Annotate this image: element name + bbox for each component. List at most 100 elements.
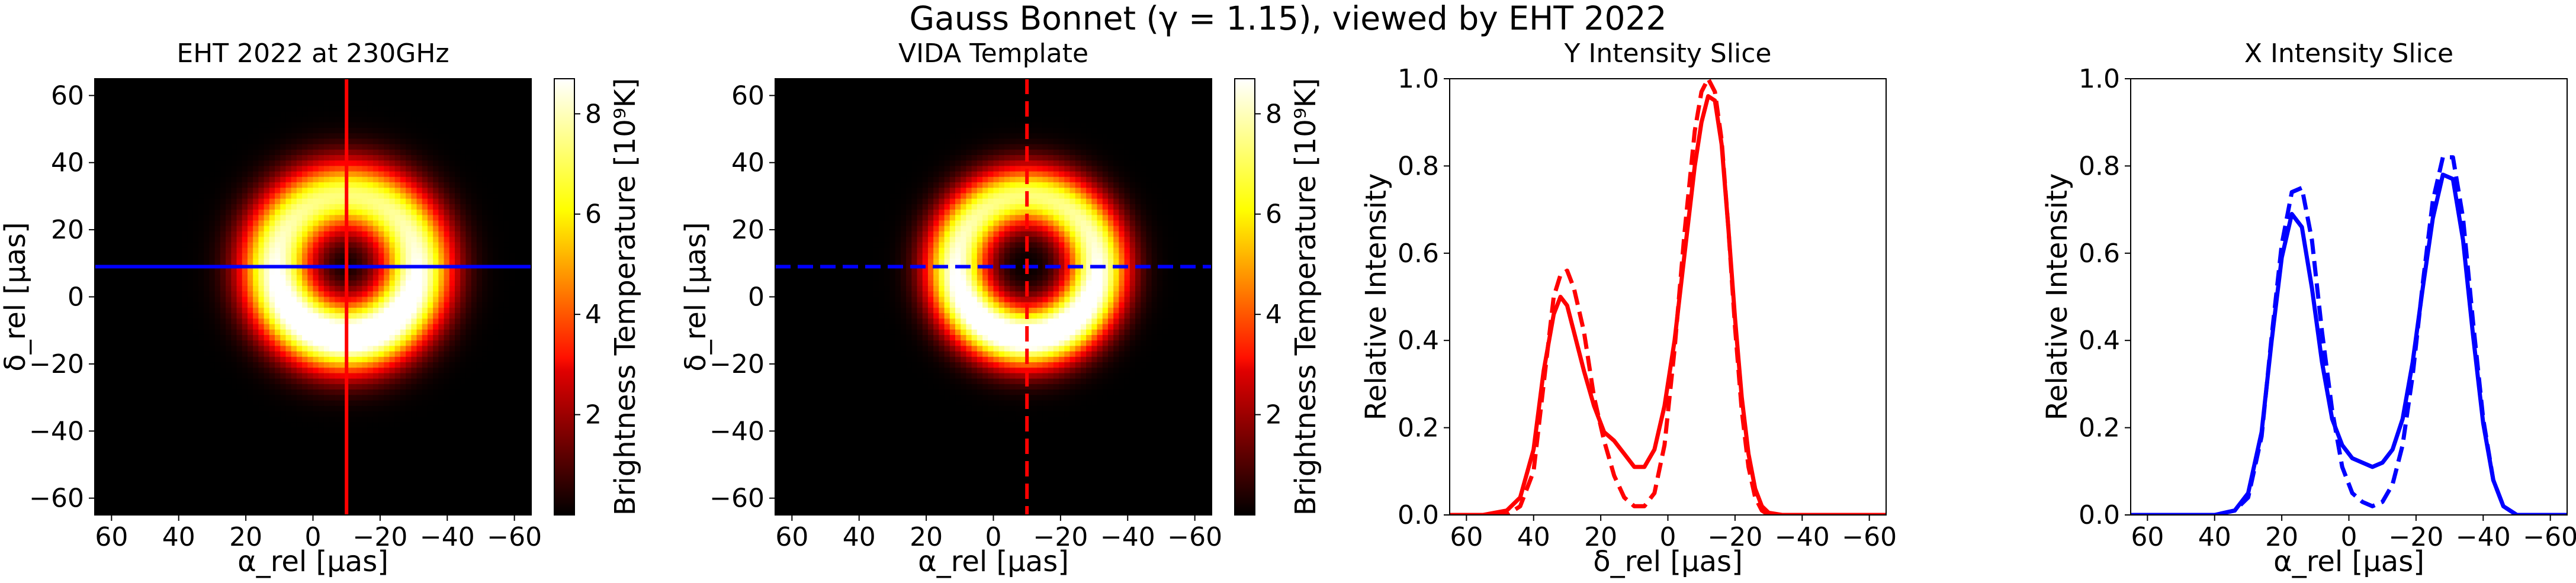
heatmap-cell: [296, 111, 303, 118]
heatmap-cell: [247, 340, 253, 347]
heatmap-cell: [520, 95, 526, 101]
heatmap-cell: [318, 111, 325, 118]
heatmap-cell: [143, 95, 150, 101]
heatmap-cell: [449, 280, 455, 286]
heatmap-cell: [318, 400, 325, 407]
heatmap-cell: [394, 373, 401, 379]
heatmap-cell: [449, 188, 455, 194]
heatmap-cell: [269, 117, 275, 123]
heatmap-cell: [482, 395, 488, 401]
heatmap-cell: [226, 89, 232, 96]
heatmap-cell: [465, 95, 472, 101]
heatmap-cell: [444, 259, 450, 265]
heatmap-cell: [122, 307, 128, 314]
heatmap-cell: [372, 318, 379, 325]
heatmap-cell: [389, 188, 396, 194]
heatmap-cell: [264, 334, 270, 341]
heatmap-cell: [149, 84, 155, 91]
heatmap-cell: [433, 193, 439, 199]
heatmap-cell: [105, 122, 112, 128]
heatmap-cell: [329, 242, 335, 249]
heatmap-cell: [187, 117, 194, 123]
heatmap-cell: [471, 176, 477, 183]
heatmap-cell: [226, 182, 232, 188]
heatmap-cell: [155, 318, 161, 325]
heatmap-cell: [329, 275, 335, 281]
heatmap-cell: [165, 210, 172, 215]
heatmap-cell: [427, 89, 433, 96]
heatmap-cell: [127, 160, 134, 166]
heatmap-cell: [285, 154, 292, 161]
heatmap-cell: [291, 182, 297, 188]
heatmap-cell: [378, 302, 384, 308]
heatmap-cell: [438, 329, 445, 336]
heatmap-cell: [242, 198, 248, 205]
heatmap-cell: [307, 411, 314, 417]
heatmap-cell: [253, 226, 259, 232]
heatmap-cell: [285, 368, 292, 374]
heatmap-cell: [214, 340, 221, 347]
heatmap-cell: [351, 307, 357, 314]
heatmap-cell: [209, 226, 216, 232]
heatmap-cell: [345, 329, 352, 336]
heatmap-cell: [449, 117, 455, 123]
heatmap-cell: [323, 84, 330, 91]
heatmap-cell: [313, 106, 319, 112]
heatmap-cell: [95, 117, 101, 123]
heatmap-cell: [449, 198, 455, 205]
heatmap-cell: [318, 384, 325, 390]
heatmap-cell: [214, 356, 221, 363]
heatmap-cell: [460, 204, 467, 210]
heatmap-cell: [143, 384, 150, 390]
heatmap-cell: [138, 373, 144, 379]
heatmap-cell: [509, 291, 515, 298]
heatmap-cell: [307, 275, 314, 281]
heatmap-cell: [307, 242, 314, 249]
heatmap-cell: [160, 100, 166, 107]
heatmap-cell: [231, 133, 237, 139]
heatmap-cell: [329, 210, 335, 215]
heatmap-cell: [525, 351, 531, 357]
heatmap-cell: [280, 144, 287, 150]
heatmap-cell: [460, 242, 467, 249]
heatmap-cell: [105, 302, 112, 308]
heatmap-cell: [487, 318, 494, 325]
heatmap-cell: [487, 84, 494, 91]
heatmap-cell: [138, 215, 144, 221]
heatmap-cell: [438, 389, 445, 395]
heatmap-cell: [329, 84, 335, 91]
heatmap-cell: [427, 231, 433, 237]
heatmap-cell: [100, 166, 107, 172]
heatmap-cell: [155, 324, 161, 330]
heatmap-cell: [515, 144, 521, 150]
heatmap-cell: [389, 286, 396, 292]
heatmap-cell: [171, 160, 177, 166]
heatmap-cell: [433, 122, 439, 128]
heatmap-cell: [149, 160, 155, 166]
heatmap-cell: [264, 242, 270, 249]
heatmap-cell: [160, 95, 166, 101]
heatmap-cell: [476, 324, 483, 330]
heatmap-cell: [345, 400, 352, 407]
heatmap-cell: [307, 302, 314, 308]
heatmap-cell: [100, 334, 107, 341]
heatmap-cell: [253, 242, 259, 249]
heatmap-cell: [116, 307, 123, 314]
heatmap-cell: [198, 127, 204, 134]
heatmap-cell: [307, 297, 314, 303]
heatmap-cell: [329, 384, 335, 390]
heatmap-cell: [231, 389, 237, 395]
heatmap-cell: [515, 79, 521, 85]
heatmap-cell: [116, 334, 123, 341]
heatmap-cell: [476, 247, 483, 254]
heatmap-cell: [367, 291, 374, 298]
heatmap-cell: [280, 329, 287, 336]
heatmap-cell: [389, 313, 396, 319]
heatmap-cell: [226, 144, 232, 150]
heatmap-cell: [362, 259, 368, 265]
heatmap-cell: [323, 111, 330, 118]
heatmap-cell: [133, 95, 139, 101]
heatmap-cell: [498, 176, 505, 183]
heatmap-cell: [503, 259, 510, 265]
heatmap-cell: [520, 275, 526, 281]
